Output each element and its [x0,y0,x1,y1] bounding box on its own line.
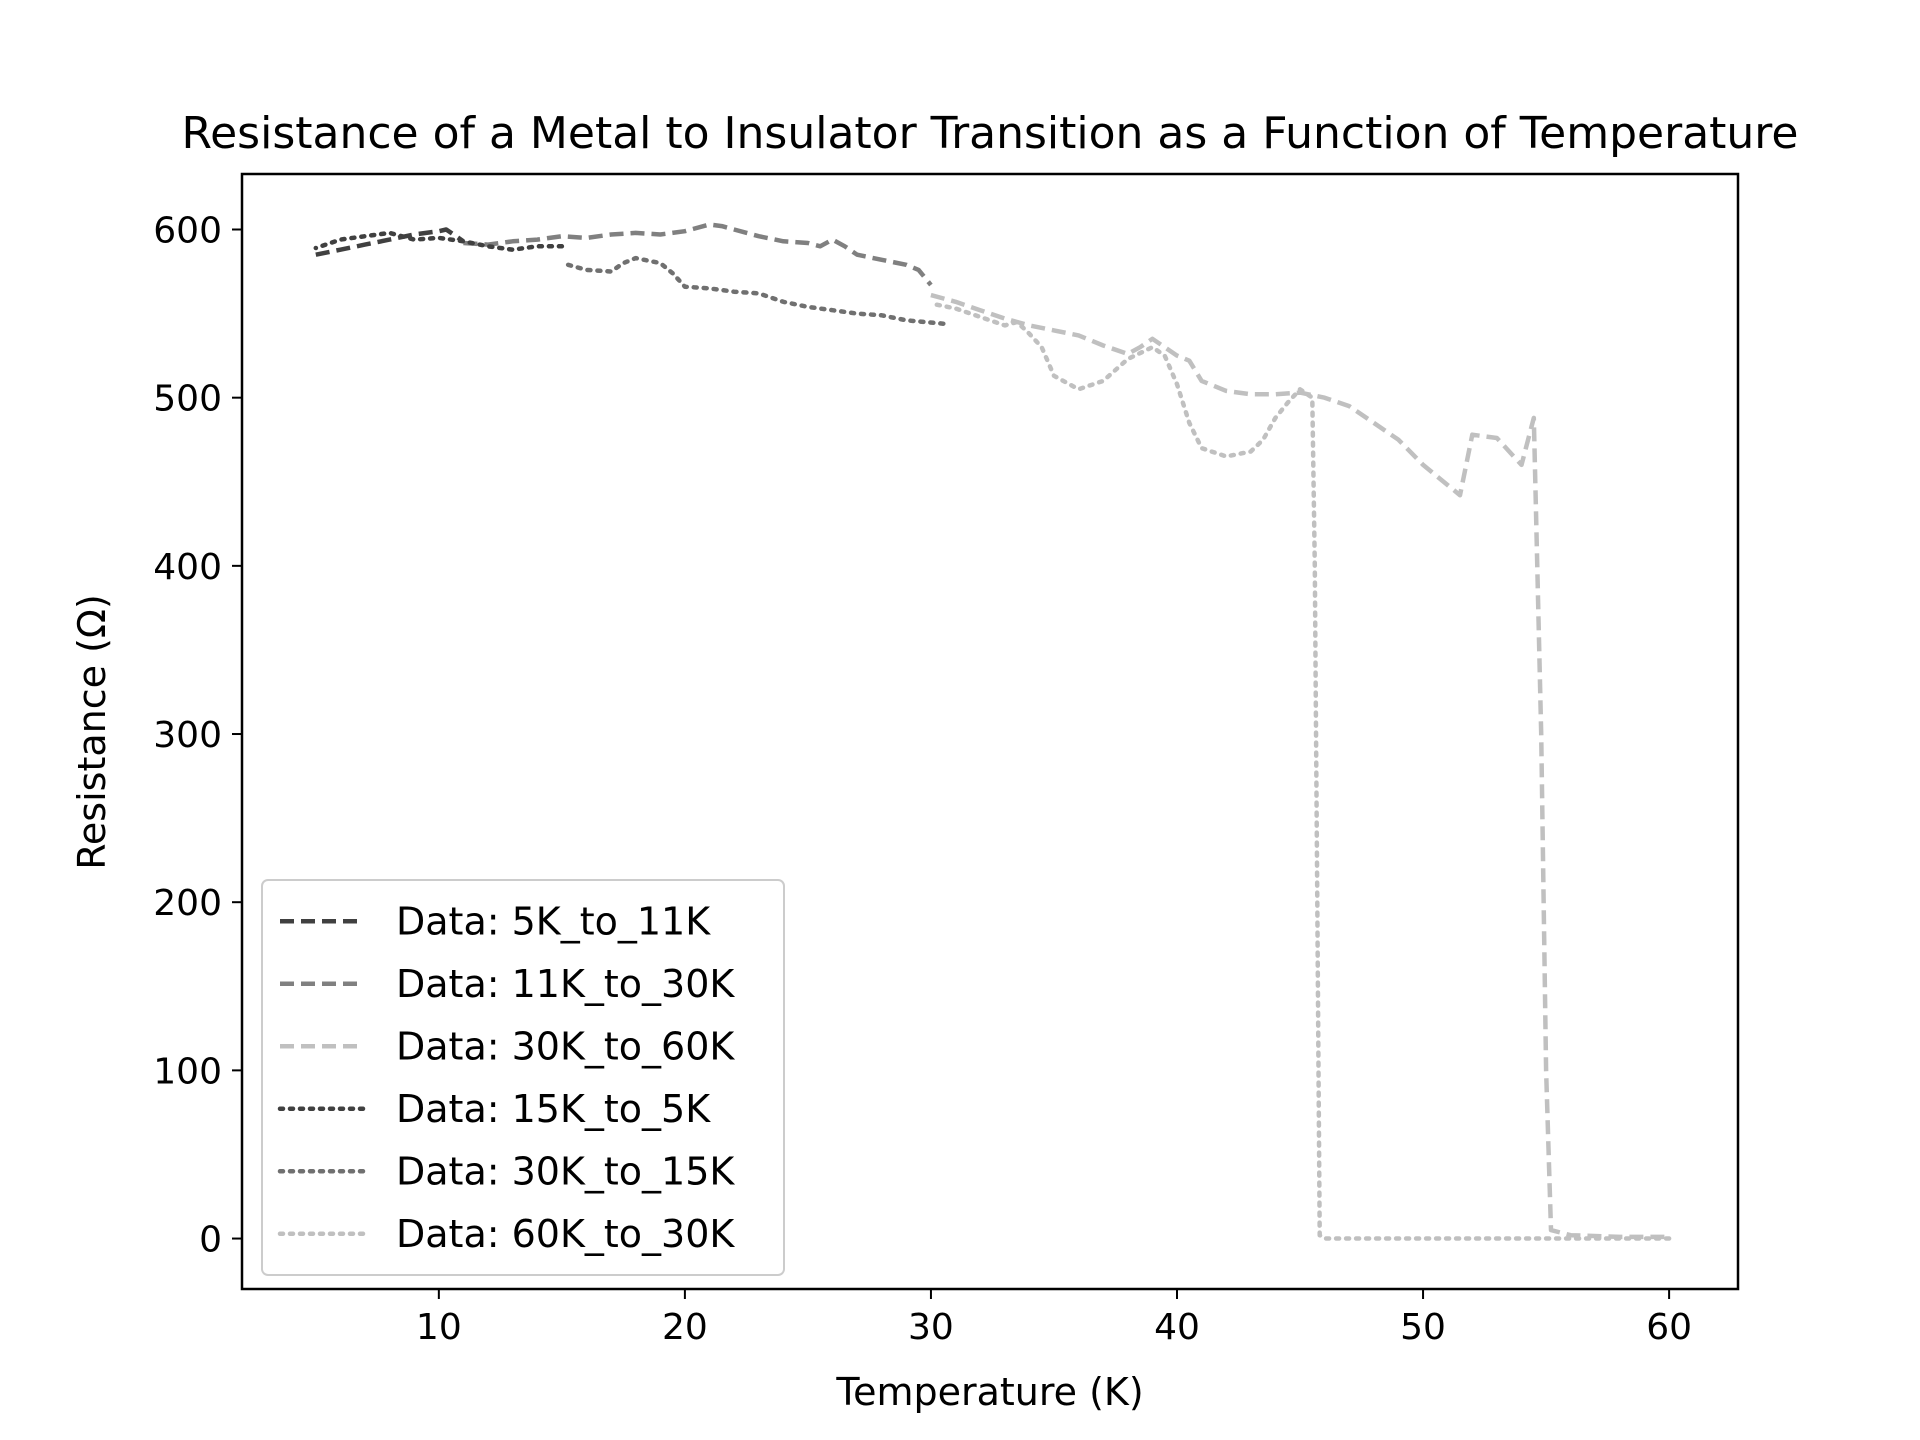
x-tick-label: 10 [416,1307,462,1348]
x-tick-label: 40 [1154,1307,1200,1348]
x-tick-label: 30 [908,1307,954,1348]
y-tick-label: 300 [153,715,222,756]
series-line-2 [463,222,933,287]
legend-label: Data: 60K_to_30K [396,1212,735,1256]
x-tick-label: 60 [1646,1307,1692,1348]
x-tick-label: 20 [662,1307,708,1348]
series-line-6 [928,301,1672,1241]
legend-box [261,879,785,1276]
series-line-1 [315,227,465,257]
legend-label: Data: 30K_to_15K [396,1149,735,1193]
x-tick-label: 50 [1400,1307,1446,1348]
y-tick-label: 500 [153,379,222,420]
legend-label: Data: 15K_to_5K [396,1087,711,1131]
legend-label: Data: 30K_to_60K [396,1024,735,1068]
chart-title: Resistance of a Metal to Insulator Trans… [182,108,1799,159]
y-tick-label: 600 [153,210,222,251]
x-axis-label: Temperature (K) [835,1370,1143,1414]
legend-label: Data: 5K_to_11K [396,899,711,943]
plot-area-frame [240,172,1740,1291]
series-line-4 [313,230,565,252]
y-tick-label: 400 [153,547,222,588]
series-layer [313,222,1672,1241]
legend-label: Data: 11K_to_30K [396,962,735,1006]
y-tick-label: 200 [153,883,222,924]
y-axis-label: Resistance (Ω) [70,594,114,870]
legend: Data: 5K_to_11K Data: 11K_to_30K Data: 30K… [261,879,785,1276]
y-tick-label: 0 [199,1220,222,1261]
series-line-3 [930,292,1670,1240]
y-tick-label: 100 [153,1051,222,1092]
series-line-5 [559,255,946,326]
